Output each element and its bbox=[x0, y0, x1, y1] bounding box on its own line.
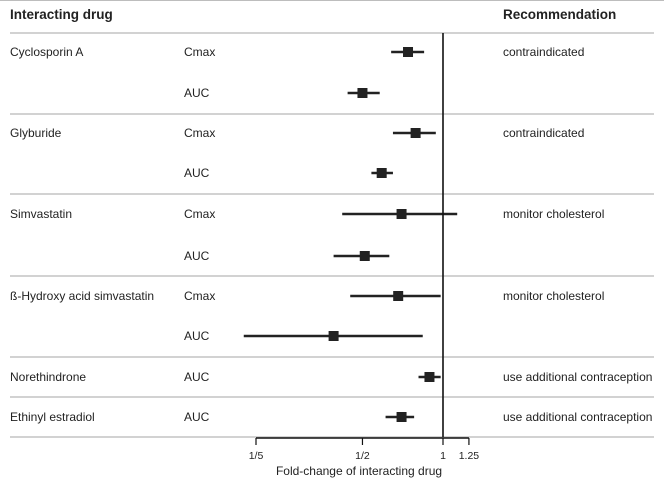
parameter-label: AUC bbox=[184, 329, 210, 343]
x-tick-label: 1/2 bbox=[355, 450, 370, 462]
drug-label: Simvastatin bbox=[10, 207, 72, 221]
parameter-label: Cmax bbox=[184, 45, 215, 59]
parameter-label: AUC bbox=[184, 166, 210, 180]
x-tick-label: 1/5 bbox=[249, 450, 264, 462]
parameter-label: AUC bbox=[184, 86, 210, 100]
recommendation-label: contraindicated bbox=[503, 45, 584, 59]
row-separators bbox=[0, 0, 664, 438]
parameter-label: AUC bbox=[184, 249, 210, 263]
point-estimate bbox=[328, 331, 339, 341]
x-tick-label: 1 bbox=[440, 450, 446, 462]
drug-label: Norethindrone bbox=[10, 370, 86, 384]
drug-label: ß-Hydroxy acid simvastatin bbox=[10, 289, 154, 303]
header-recommendation: Recommendation bbox=[503, 7, 616, 22]
recommendation-label: use additional contraception bbox=[503, 370, 652, 384]
parameter-label: AUC bbox=[184, 370, 210, 384]
point-estimate bbox=[396, 209, 407, 219]
point-estimate bbox=[393, 291, 404, 301]
recommendation-label: use additional contraception bbox=[503, 410, 652, 424]
parameter-label: Cmax bbox=[184, 126, 215, 140]
parameter-label: AUC bbox=[184, 410, 210, 424]
row-labels: Cyclosporin A contraindicated Cmax AUC Glybu… bbox=[10, 45, 652, 424]
x-tick-label: 1.25 bbox=[459, 450, 480, 462]
recommendation-label: monitor cholesterol bbox=[503, 207, 604, 221]
estimate-marks bbox=[243, 47, 458, 422]
header-interacting-drug: Interacting drug bbox=[10, 7, 113, 22]
drug-label: Cyclosporin A bbox=[10, 45, 83, 59]
x-axis-label: Fold-change of interacting drug bbox=[276, 464, 442, 478]
drug-label: Glyburide bbox=[10, 126, 62, 140]
parameter-label: Cmax bbox=[184, 289, 215, 303]
parameter-label: Cmax bbox=[184, 207, 215, 221]
x-axis: 1/5 1/2 1 1.25 bbox=[249, 437, 480, 462]
recommendation-label: monitor cholesterol bbox=[503, 289, 604, 303]
point-estimate bbox=[396, 412, 407, 422]
point-estimate bbox=[357, 88, 368, 98]
point-estimate bbox=[424, 372, 435, 382]
drug-label: Ethinyl estradiol bbox=[10, 410, 95, 424]
point-estimate bbox=[359, 251, 370, 261]
recommendation-label: contraindicated bbox=[503, 126, 584, 140]
point-estimate bbox=[410, 128, 421, 138]
point-estimate bbox=[376, 168, 387, 178]
point-estimate bbox=[403, 47, 414, 57]
